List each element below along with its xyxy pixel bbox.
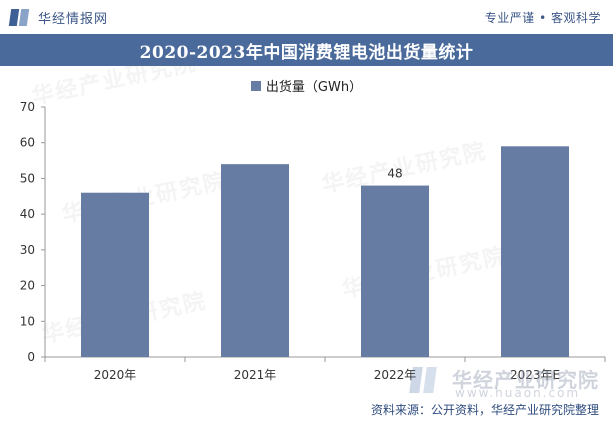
y-tick-label: 20 [20,279,35,293]
y-tick-label: 70 [20,100,35,114]
x-tick-label: 2022年 [374,368,417,382]
legend-label: 出货量（GWh） [265,80,363,95]
y-tick-label: 50 [20,171,35,185]
x-tick-label: 2020年 [94,368,137,382]
brand-name: 华经情报网 [38,11,109,27]
y-tick-label: 10 [20,314,35,328]
y-tick-label: 60 [20,136,35,150]
source-note: 资料来源：公开资料，华经产业研究院整理 [370,403,599,417]
y-tick-label: 0 [27,350,35,364]
bar [221,164,289,357]
chart-title: 2020-2023年中国消费锂电池出货量统计 [139,42,474,63]
x-tick-label: 2023年E [510,368,560,382]
top-bar: 华经情报网 专业严谨 • 客观科学 [0,0,613,34]
x-tick-label: 2021年 [234,368,277,382]
legend-swatch [250,80,261,91]
bar [501,146,569,357]
brand: 华经情报网 [8,7,109,27]
watermark-url: www.huaon.com [455,386,581,400]
chart-title-bar: 2020-2023年中国消费锂电池出货量统计 [0,34,613,66]
data-label: 48 [387,167,402,181]
watermark-logo-icon [405,363,445,397]
bar [81,192,149,357]
bar [361,185,429,357]
chart-legend: 出货量（GWh） [0,76,613,95]
y-tick-label: 40 [20,207,35,221]
watermark-brand: 华经产业研究院 [452,368,599,392]
y-tick-label: 30 [20,243,35,257]
slogan: 专业严谨 • 客观科学 [484,10,601,25]
